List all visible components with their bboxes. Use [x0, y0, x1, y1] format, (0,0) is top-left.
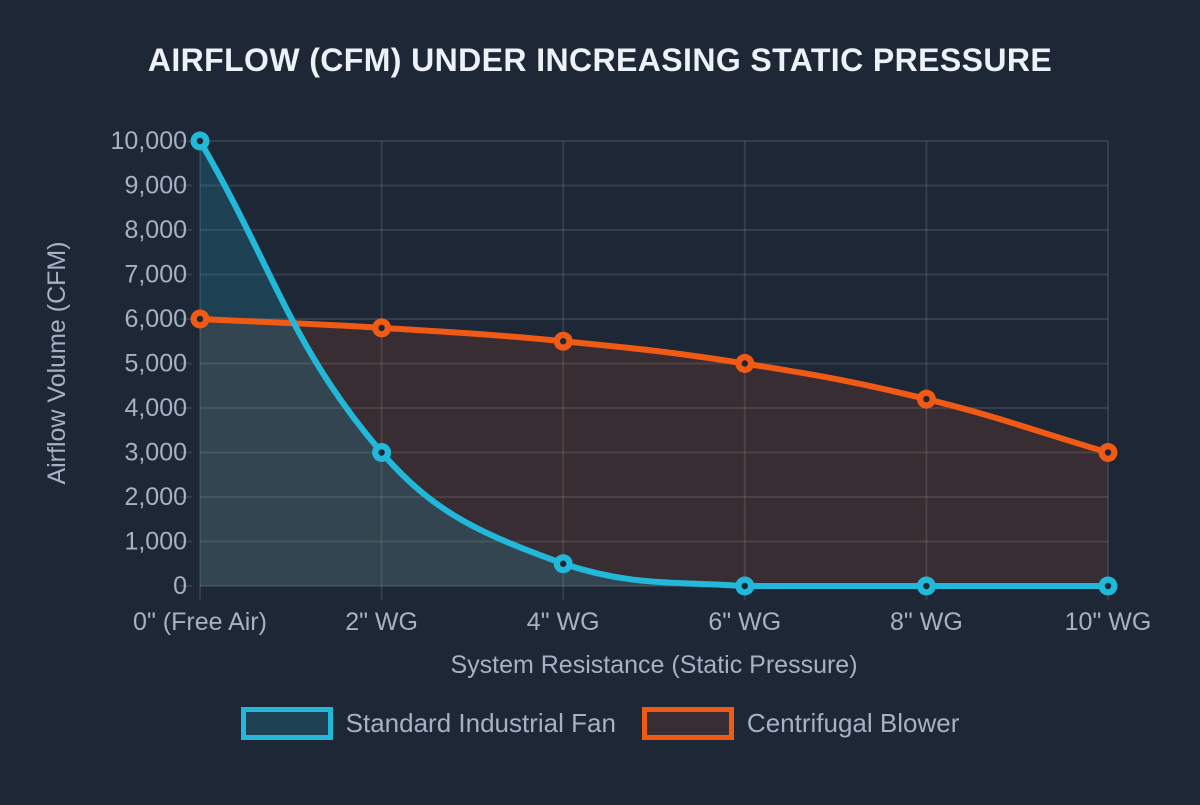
x-tick-label: 8" WG — [890, 608, 963, 636]
data-point-center — [1104, 449, 1112, 456]
fill-layer — [200, 141, 1108, 586]
series-fill-centrifugal-blower — [200, 319, 1108, 586]
series-fill-standard-industrial-fan — [200, 141, 1108, 586]
y-tick-label: 0 — [173, 572, 187, 600]
x-tick-label: 0" (Free Air) — [133, 608, 267, 636]
data-point-center — [560, 338, 567, 345]
y-tick-label: 7,000 — [124, 261, 187, 289]
y-tick-label: 10,000 — [111, 127, 187, 155]
y-tick-label: 1,000 — [124, 528, 187, 556]
y-tick-label: 6,000 — [124, 305, 187, 333]
y-axis-title: Airflow Volume (CFM) — [43, 241, 71, 484]
legend-item-centrifugal-blower[interactable]: Centrifugal Blower — [641, 707, 960, 740]
x-axis-title: System Resistance (Static Pressure) — [450, 651, 857, 679]
y-tick-label: 4,000 — [124, 394, 187, 422]
data-point-center — [378, 449, 385, 456]
x-tick-label: 10" WG — [1065, 608, 1152, 636]
chart-title: AIRFLOW (CFM) UNDER INCREASING STATIC PR… — [147, 42, 1053, 78]
x-tick-label: 2" WG — [345, 608, 418, 636]
data-point-center — [923, 395, 930, 403]
legend-label-standard-industrial-fan: Standard Industrial Fan — [345, 708, 616, 738]
data-point-center — [741, 360, 748, 367]
y-tick-label: 9,000 — [124, 172, 187, 200]
y-tick-label: 3,000 — [124, 439, 187, 467]
point-layer — [190, 131, 1118, 596]
y-tick-label: 5,000 — [124, 350, 187, 378]
label-layer: 0 1,000 2,000 3,000 4,000 5,000 6,000 7,000 8,00… — [111, 127, 1152, 636]
legend-swatch-standard-industrial-fan — [240, 707, 333, 740]
grid-layer — [180, 140, 1109, 600]
legend-swatch-centrifugal-blower — [641, 707, 734, 740]
series-line-centrifugal-blower — [197, 316, 1111, 456]
data-point-center — [560, 560, 567, 567]
y-tick-label: 2,000 — [124, 483, 187, 511]
data-point-center — [378, 324, 385, 332]
x-tick-label: 4" WG — [527, 608, 600, 636]
x-tick-label: 6" WG — [708, 608, 781, 636]
legend-item-standard-industrial-fan[interactable]: Standard Industrial Fan — [240, 707, 616, 740]
legend: Standard Industrial Fan Centrifugal Blowe… — [0, 707, 1200, 740]
data-point-center — [196, 137, 204, 145]
data-point-center — [1104, 582, 1112, 590]
data-point-center — [923, 582, 930, 590]
data-point-center — [196, 315, 204, 323]
legend-label-centrifugal-blower: Centrifugal Blower — [746, 708, 960, 738]
y-tick-label: 8,000 — [124, 216, 187, 244]
data-point-center — [741, 582, 748, 590]
